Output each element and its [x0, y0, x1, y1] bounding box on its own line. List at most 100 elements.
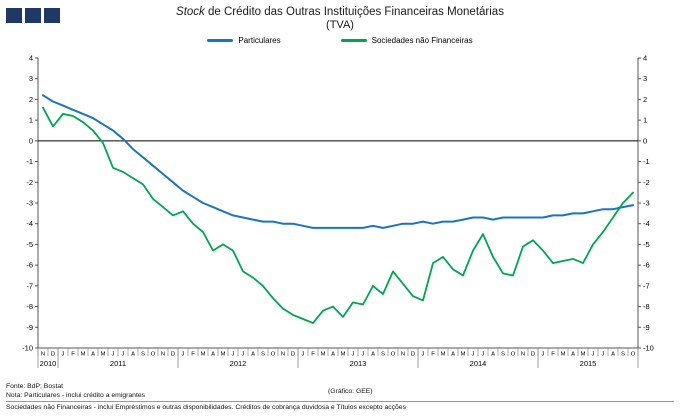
month-label: O	[151, 352, 156, 358]
month-label: O	[511, 352, 516, 358]
y-tick-label-left: -1	[26, 157, 33, 166]
y-tick-label-right: -4	[643, 219, 650, 228]
month-label: N	[161, 352, 165, 358]
month-label: S	[501, 352, 505, 358]
y-tick-label-left: -6	[26, 261, 33, 270]
month-label: J	[542, 352, 545, 358]
y-tick-label-right: -2	[643, 178, 650, 187]
month-label: A	[251, 352, 255, 358]
series-line-sociedades	[42, 106, 634, 325]
month-label: D	[51, 352, 55, 358]
month-label: J	[472, 352, 475, 358]
month-label: M	[201, 352, 206, 358]
month-label: D	[531, 352, 535, 358]
y-tick-label-right: -6	[643, 261, 650, 270]
month-label: S	[261, 352, 265, 358]
month-label: J	[422, 352, 425, 358]
y-tick-label-right: -8	[643, 302, 650, 311]
y-tick-label-left: -10	[22, 344, 33, 353]
y-tick-label-left: 4	[29, 54, 33, 63]
month-label: N	[281, 352, 285, 358]
month-label: A	[451, 352, 455, 358]
month-label: A	[91, 352, 95, 358]
month-label: A	[131, 352, 135, 358]
month-label: M	[441, 352, 446, 358]
month-label: A	[331, 352, 335, 358]
series-line-particulares	[42, 94, 634, 229]
y-tick-label-right: 1	[643, 116, 647, 125]
month-label: F	[431, 352, 435, 358]
year-label: 2012	[230, 359, 247, 368]
month-label: O	[391, 352, 396, 358]
y-tick-label-left: -4	[26, 219, 33, 228]
month-label: M	[561, 352, 566, 358]
month-label: M	[321, 352, 326, 358]
y-tick-label-right: 3	[643, 74, 647, 83]
y-tick-label-right: -10	[643, 344, 654, 353]
y-tick-label-right: -7	[643, 281, 650, 290]
y-tick-label-right: -1	[643, 157, 650, 166]
month-label: M	[101, 352, 106, 358]
year-label: 2015	[580, 359, 597, 368]
year-label: 2010	[40, 359, 57, 368]
legend-item-particulares: Particulares	[207, 36, 281, 45]
month-label: A	[571, 352, 575, 358]
legend: Particulares Sociedades não Financeiras	[0, 36, 680, 45]
year-label: 2013	[350, 359, 367, 368]
footer-note-2: Sociedades não Financeiras - inclui Empr…	[6, 404, 406, 412]
month-label: M	[221, 352, 226, 358]
title-italic-word: Stock	[176, 6, 205, 18]
month-label: N	[401, 352, 405, 358]
y-tick-label-left: 0	[29, 136, 33, 145]
y-tick-label-left: -3	[26, 199, 33, 208]
legend-item-sociedades: Sociedades não Financeiras	[340, 36, 473, 45]
title-rest: de Crédito das Outras Instituições Finan…	[204, 6, 504, 18]
footer-grafico-credit: (Gráfico: GEE)	[328, 388, 373, 395]
month-label: N	[521, 352, 525, 358]
footer-divider	[6, 401, 674, 403]
month-label: O	[271, 352, 276, 358]
logo-square-1	[6, 8, 22, 23]
logo-square-2	[25, 8, 41, 23]
month-label: F	[311, 352, 315, 358]
y-tick-label-left: -9	[26, 323, 33, 332]
month-label: D	[291, 352, 295, 358]
month-label: A	[491, 352, 495, 358]
y-tick-label-left: -8	[26, 302, 33, 311]
y-tick-label-left: 1	[29, 116, 33, 125]
footer-notes: Fonte: BdP; Bostat Nota: Particulares - …	[6, 382, 674, 413]
legend-label-particulares: Particulares	[238, 36, 281, 45]
year-label: 2014	[470, 359, 487, 368]
page-subtitle: (TVA)	[326, 19, 354, 31]
month-label: O	[631, 352, 636, 358]
logo-square-3	[44, 8, 60, 23]
month-label: J	[62, 352, 65, 358]
month-label: A	[211, 352, 215, 358]
line-chart: 4 4 3 3 2 2 1 1 0 0 -1 -1 -2 -2 -3 -3 -4 -4 -5 -5 -6 -6 -7 -7 -8…	[22, 54, 654, 368]
month-label: M	[461, 352, 466, 358]
month-label: J	[302, 352, 305, 358]
month-label: D	[171, 352, 175, 358]
month-label: J	[232, 352, 235, 358]
y-tick-label-left: 3	[29, 74, 33, 83]
y-tick-label-right: -9	[643, 323, 650, 332]
month-label: N	[41, 352, 45, 358]
legend-label-sociedades: Sociedades não Financeiras	[371, 36, 473, 45]
legend-swatch-sociedades	[340, 39, 367, 42]
footer-source: Fonte: BdP; Bostat	[6, 383, 64, 390]
month-label: S	[141, 352, 145, 358]
logo	[6, 8, 60, 23]
month-label: M	[341, 352, 346, 358]
y-tick-label-right: -5	[643, 240, 650, 249]
month-label: J	[112, 352, 115, 358]
month-label: J	[602, 352, 605, 358]
month-label: J	[242, 352, 245, 358]
y-tick-label-left: -5	[26, 240, 33, 249]
month-label: M	[581, 352, 586, 358]
month-label: J	[592, 352, 595, 358]
month-label: J	[182, 352, 185, 358]
y-tick-label-left: -2	[26, 178, 33, 187]
month-label: F	[191, 352, 195, 358]
month-label: J	[362, 352, 365, 358]
legend-swatch-particulares	[207, 39, 234, 42]
